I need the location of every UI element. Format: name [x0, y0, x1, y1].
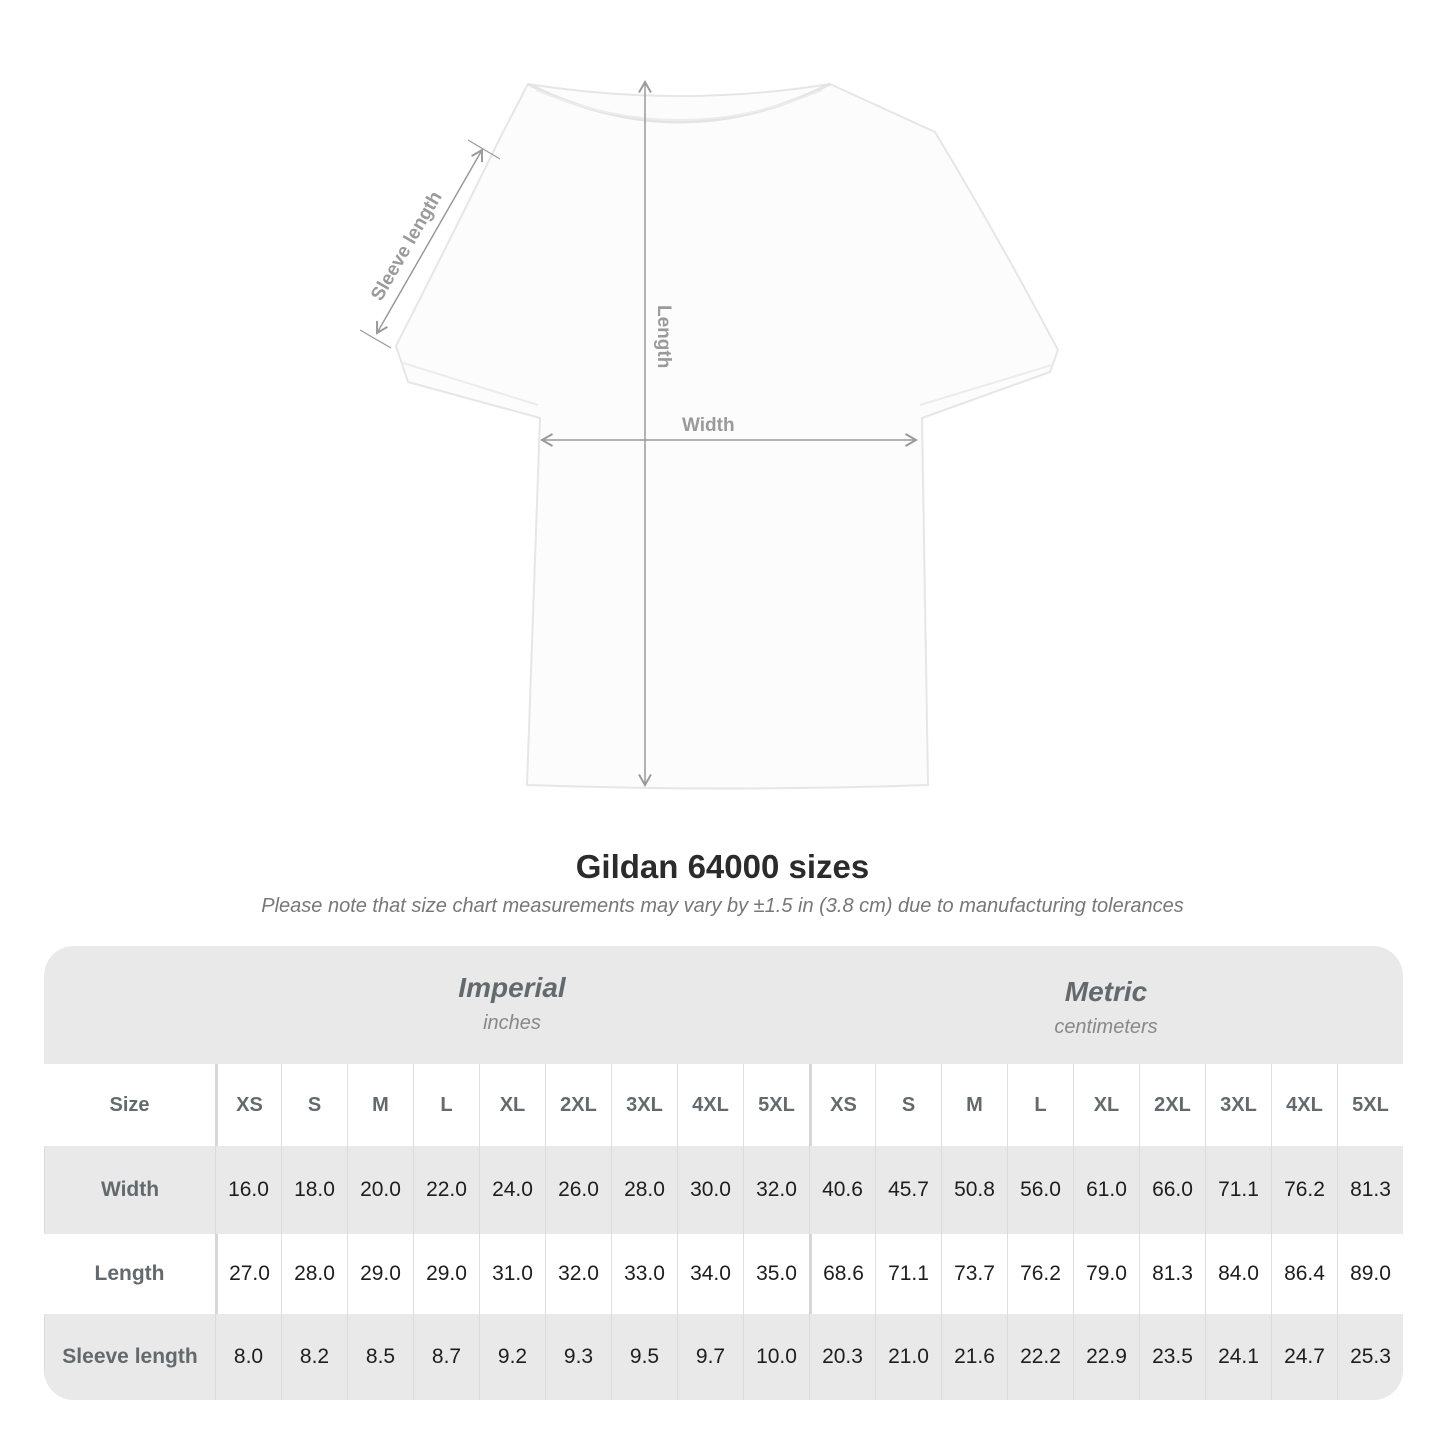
imperial-cell: 22.0 — [413, 1146, 479, 1234]
metric-cell: 71.1 — [875, 1234, 941, 1314]
metric-cell: 21.6 — [941, 1314, 1007, 1400]
metric-cell: 56.0 — [1007, 1146, 1073, 1234]
imperial-cell: S — [281, 1064, 347, 1146]
imperial-cell: 32.0 — [743, 1146, 809, 1234]
imperial-cell: 3XL — [611, 1064, 677, 1146]
metric-cell: 23.5 — [1139, 1314, 1205, 1400]
imperial-cell: 8.5 — [347, 1314, 413, 1400]
metric-cell: L — [1007, 1064, 1073, 1146]
imperial-header: Imperial inches — [215, 946, 809, 1064]
size-header-row: Size XS S M L XL 2XL 3XL 4XL 5XL XS S M L XL 2XL 3XL 4XL 5… — [44, 1064, 1403, 1146]
imperial-cell: M — [347, 1064, 413, 1146]
metric-cell: 84.0 — [1205, 1234, 1271, 1314]
imperial-cell: 2XL — [545, 1064, 611, 1146]
imperial-cell: 8.0 — [215, 1314, 281, 1400]
imperial-cell: L — [413, 1064, 479, 1146]
metric-cell: 79.0 — [1073, 1234, 1139, 1314]
imperial-cell: 20.0 — [347, 1146, 413, 1234]
metric-unit: centimeters — [1054, 1016, 1158, 1038]
metric-cell: 21.0 — [875, 1314, 941, 1400]
width-label: Width — [682, 415, 735, 436]
page-title: Gildan 64000 sizes — [575, 848, 870, 885]
imperial-cell: 9.3 — [545, 1314, 611, 1400]
size-table: Imperial inches Metric centimeters Size X… — [44, 946, 1403, 1400]
metric-cell: 86.4 — [1271, 1234, 1337, 1314]
imperial-cell: 32.0 — [545, 1234, 611, 1314]
metric-cell: 3XL — [1205, 1064, 1271, 1146]
tshirt-image — [394, 82, 1060, 790]
metric-cell: 40.6 — [809, 1146, 875, 1234]
sleeve-arrow — [376, 148, 483, 335]
metric-cell: 66.0 — [1139, 1146, 1205, 1234]
metric-cell: 81.3 — [1337, 1146, 1403, 1234]
tolerance-note: Please note that size chart measurements… — [261, 895, 1184, 917]
imperial-cell: 29.0 — [413, 1234, 479, 1314]
metric-header: Metric centimeters — [809, 946, 1403, 1064]
imperial-title: Imperial — [458, 972, 566, 1003]
metric-cell: 22.2 — [1007, 1314, 1073, 1400]
table-row: Width 16.0 18.0 20.0 22.0 24.0 26.0 28.0 30.0 32.… — [44, 1146, 1403, 1234]
metric-cell: 73.7 — [941, 1234, 1007, 1314]
imperial-cell: 34.0 — [677, 1234, 743, 1314]
metric-title: Metric — [1064, 976, 1148, 1007]
imperial-cell: 28.0 — [611, 1146, 677, 1234]
metric-cell: 22.9 — [1073, 1314, 1139, 1400]
table-row: Sleeve length 8.0 8.2 8.5 8.7 9.2 9.3 9.5 9.7 10.… — [44, 1314, 1403, 1400]
metric-cell: 20.3 — [809, 1314, 875, 1400]
row-label: Sleeve length — [44, 1314, 215, 1400]
imperial-cell: 9.7 — [677, 1314, 743, 1400]
imperial-cell: 8.2 — [281, 1314, 347, 1400]
imperial-cell: 8.7 — [413, 1314, 479, 1400]
imperial-cell: 28.0 — [281, 1234, 347, 1314]
metric-cell: 5XL — [1337, 1064, 1403, 1146]
metric-cell: XL — [1073, 1064, 1139, 1146]
metric-cell: XS — [809, 1064, 875, 1146]
metric-cell: 24.7 — [1271, 1314, 1337, 1400]
imperial-cell: 30.0 — [677, 1146, 743, 1234]
imperial-unit: inches — [483, 1012, 541, 1034]
imperial-cell: 35.0 — [743, 1234, 809, 1314]
imperial-cell: 10.0 — [743, 1314, 809, 1400]
tshirt-diagram: Sleeve length Length Width — [359, 80, 1060, 790]
metric-cell: 81.3 — [1139, 1234, 1205, 1314]
metric-cell: M — [941, 1064, 1007, 1146]
metric-cell: 89.0 — [1337, 1234, 1403, 1314]
row-label: Size — [109, 1093, 150, 1116]
metric-cell: 2XL — [1139, 1064, 1205, 1146]
metric-cell: 24.1 — [1205, 1314, 1271, 1400]
imperial-cell: 5XL — [743, 1064, 809, 1146]
metric-cell: 50.8 — [941, 1146, 1007, 1234]
metric-cell: S — [875, 1064, 941, 1146]
metric-cell: 61.0 — [1073, 1146, 1139, 1234]
row-label: Width — [44, 1146, 215, 1234]
imperial-cell: 9.2 — [479, 1314, 545, 1400]
row-label: Length — [94, 1262, 165, 1285]
imperial-cell: XS — [215, 1064, 281, 1146]
imperial-cell: 27.0 — [215, 1234, 281, 1314]
imperial-cell: 4XL — [677, 1064, 743, 1146]
imperial-cell: 31.0 — [479, 1234, 545, 1314]
imperial-cell: 9.5 — [611, 1314, 677, 1400]
metric-cell: 76.2 — [1007, 1234, 1073, 1314]
table-row: Length 27.0 28.0 29.0 29.0 31.0 32.0 33.0 34.0 35… — [44, 1234, 1403, 1314]
imperial-cell: 24.0 — [479, 1146, 545, 1234]
metric-cell: 76.2 — [1271, 1146, 1337, 1234]
metric-cell: 45.7 — [875, 1146, 941, 1234]
metric-cell: 4XL — [1271, 1064, 1337, 1146]
imperial-cell: 16.0 — [215, 1146, 281, 1234]
metric-cell: 68.6 — [809, 1234, 875, 1314]
metric-cell: 71.1 — [1205, 1146, 1271, 1234]
metric-cell: 25.3 — [1337, 1314, 1403, 1400]
imperial-cell: 33.0 — [611, 1234, 677, 1314]
length-label: Length — [653, 305, 674, 368]
imperial-cell: XL — [479, 1064, 545, 1146]
imperial-cell: 29.0 — [347, 1234, 413, 1314]
imperial-cell: 18.0 — [281, 1146, 347, 1234]
imperial-cell: 26.0 — [545, 1146, 611, 1234]
